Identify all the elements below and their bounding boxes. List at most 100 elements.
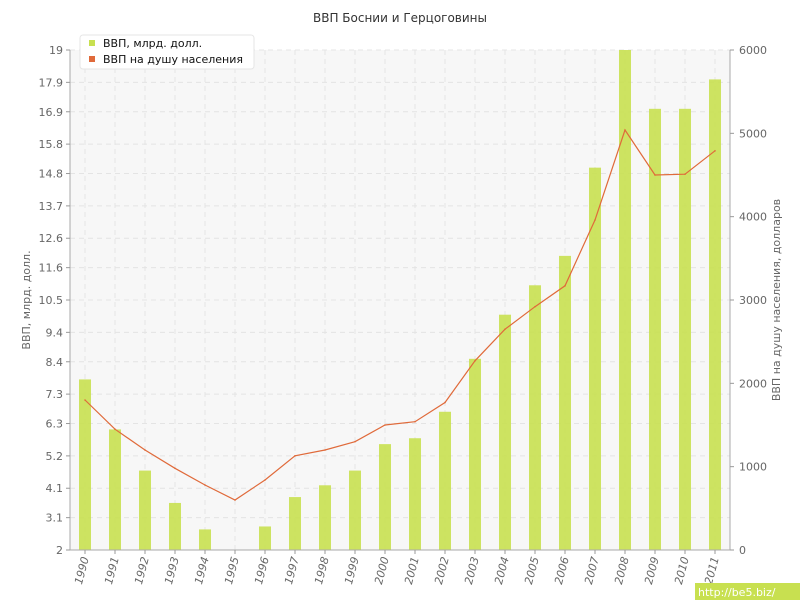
right-tick-label: 5000	[739, 127, 767, 140]
line-point-2010	[684, 173, 686, 175]
bar-1992	[139, 470, 151, 550]
line-point-2001	[414, 420, 416, 423]
line-point-2006	[564, 285, 566, 287]
left-tick-label: 9.4	[46, 326, 64, 339]
bar-2004	[499, 314, 511, 550]
line-point-1996	[264, 479, 266, 481]
x-tick-label: 2010	[672, 555, 692, 585]
line-point-1995	[234, 499, 236, 501]
line-point-1990	[84, 399, 86, 401]
line-point-2003	[474, 360, 476, 362]
bar-2006	[559, 255, 571, 550]
line-point-1993	[174, 467, 176, 470]
x-tick-label: 1994	[192, 555, 212, 585]
x-tick-label: 2007	[582, 555, 602, 585]
x-tick-label: 1990	[72, 555, 92, 585]
x-tick-label: 2005	[522, 555, 542, 585]
bar-1999	[349, 470, 361, 550]
legend-label-gdp-per-capita: ВВП на душу населения	[103, 53, 243, 66]
right-tick-label: 2000	[739, 377, 767, 390]
line-point-2007	[594, 219, 596, 221]
left-tick-label: 17.9	[39, 76, 64, 89]
watermark-link[interactable]: http://be5.biz/	[698, 586, 776, 599]
x-tick-label: 2003	[462, 555, 482, 585]
left-tick-label: 14.8	[39, 168, 64, 181]
bar-1991	[109, 429, 121, 550]
left-tick-label: 16.9	[39, 106, 64, 119]
x-tick-label: 2002	[432, 555, 452, 585]
line-point-2004	[504, 328, 506, 330]
legend-box	[79, 34, 255, 70]
line-point-1999	[354, 440, 356, 443]
bar-2001	[409, 438, 421, 550]
x-tick-label: 1995	[222, 555, 242, 585]
x-tick-label: 2008	[612, 555, 632, 585]
left-tick-label: 13.7	[39, 200, 64, 213]
bar-2008	[619, 50, 631, 550]
right-tick-label: 4000	[739, 211, 767, 224]
watermark[interactable]: http://be5.biz/	[695, 583, 800, 600]
line-point-1997	[294, 455, 296, 457]
bar-1994	[199, 529, 211, 550]
left-tick-label: 19	[49, 44, 63, 57]
x-tick-label: 2009	[642, 555, 662, 585]
bar-2000	[379, 444, 391, 550]
line-point-1992	[144, 449, 146, 451]
bar-2010	[679, 108, 691, 550]
left-axis-label: ВВП, млрд. долл.	[20, 250, 33, 349]
bar-2003	[469, 358, 481, 550]
bar-1990	[79, 379, 91, 550]
x-tick-label: 2000	[372, 555, 392, 585]
legend-swatch-gdp-per-capita	[89, 56, 95, 62]
bar-2009	[649, 108, 661, 550]
line-point-1994	[204, 484, 206, 486]
legend: ВВП, млрд. долл. ВВП на душу населения	[79, 34, 255, 70]
line-point-1991	[114, 428, 116, 430]
left-tick-label: 2	[56, 544, 63, 557]
bars	[79, 50, 721, 550]
right-tick-label: 3000	[739, 294, 767, 307]
legend-label-gdp: ВВП, млрд. долл.	[103, 37, 202, 50]
right-tick-label: 0	[739, 544, 746, 557]
x-tick-label: 1999	[342, 555, 362, 585]
left-tick-label: 11.6	[39, 262, 64, 275]
x-tick-label: 1997	[282, 555, 302, 585]
legend-swatch-gdp	[89, 40, 95, 46]
x-tick-label: 1991	[102, 555, 122, 585]
right-tick-label: 1000	[739, 461, 767, 474]
left-tick-label: 10.5	[39, 294, 64, 307]
left-tick-label: 4.1	[46, 482, 64, 495]
left-tick-label: 6.3	[46, 418, 64, 431]
x-tick-label: 2001	[402, 555, 422, 585]
bar-2011	[709, 79, 721, 550]
line-point-2011	[714, 150, 716, 152]
bar-1993	[169, 502, 181, 550]
x-tick-label: 2004	[492, 555, 512, 585]
chart-title: ВВП Боснии и Герцоговины	[313, 11, 487, 25]
watermark-background	[695, 583, 800, 600]
x-axis-ticks: 1990 1991 1992 1993 1994 1995 1996 1997 1998 1999…	[72, 550, 722, 586]
right-axis-label: ВВП на душу населения, долларов	[770, 199, 783, 401]
x-tick-label: 1992	[132, 555, 152, 585]
line-point-1998	[324, 449, 326, 451]
bar-1996	[259, 526, 271, 550]
bar-2005	[529, 285, 541, 550]
x-tick-label: 1993	[162, 555, 182, 585]
x-tick-label: 2011	[702, 555, 722, 585]
x-tick-label: 2006	[552, 555, 572, 585]
x-tick-label: 1998	[312, 555, 332, 585]
bar-2002	[439, 411, 451, 550]
line-point-2002	[444, 401, 446, 404]
line-gdp-per-capita	[84, 128, 716, 501]
left-tick-label: 3.1	[46, 512, 64, 525]
line-point-2009	[654, 174, 656, 176]
line-point-2005	[534, 305, 536, 308]
left-tick-label: 15.8	[39, 138, 64, 151]
bar-1997	[289, 497, 301, 550]
right-tick-label: 6000	[739, 44, 767, 57]
line-point-2000	[384, 424, 386, 426]
left-tick-label: 8.4	[46, 356, 64, 369]
right-axis-ticks: 0 1000 2000 3000 4000 5000 6000	[730, 44, 767, 557]
line-series	[84, 128, 716, 501]
